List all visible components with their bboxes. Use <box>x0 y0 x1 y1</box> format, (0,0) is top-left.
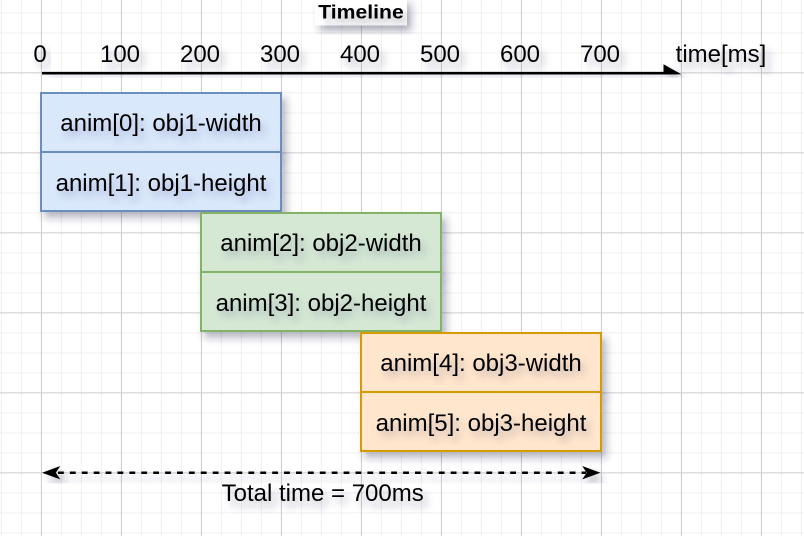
svg-text:100: 100 <box>100 41 140 68</box>
svg-text:anim[0]: obj1-width: anim[0]: obj1-width <box>60 110 261 137</box>
svg-text:anim[4]: obj3-width: anim[4]: obj3-width <box>380 350 581 377</box>
svg-text:Total time = 700ms: Total time = 700ms <box>222 480 424 507</box>
svg-text:600: 600 <box>500 41 540 68</box>
svg-text:0: 0 <box>33 41 46 68</box>
svg-text:400: 400 <box>340 41 380 68</box>
svg-text:700: 700 <box>580 41 620 68</box>
svg-text:anim[2]: obj2-width: anim[2]: obj2-width <box>220 230 421 257</box>
svg-text:anim[3]: obj2-height: anim[3]: obj2-height <box>216 290 427 317</box>
svg-text:Timeline: Timeline <box>318 3 404 24</box>
svg-text:300: 300 <box>260 41 300 68</box>
svg-text:200: 200 <box>180 41 220 68</box>
svg-text:time[ms]: time[ms] <box>676 41 767 68</box>
svg-text:anim[5]: obj3-height: anim[5]: obj3-height <box>376 410 587 437</box>
svg-text:anim[1]: obj1-height: anim[1]: obj1-height <box>56 170 267 197</box>
svg-text:500: 500 <box>420 41 460 68</box>
